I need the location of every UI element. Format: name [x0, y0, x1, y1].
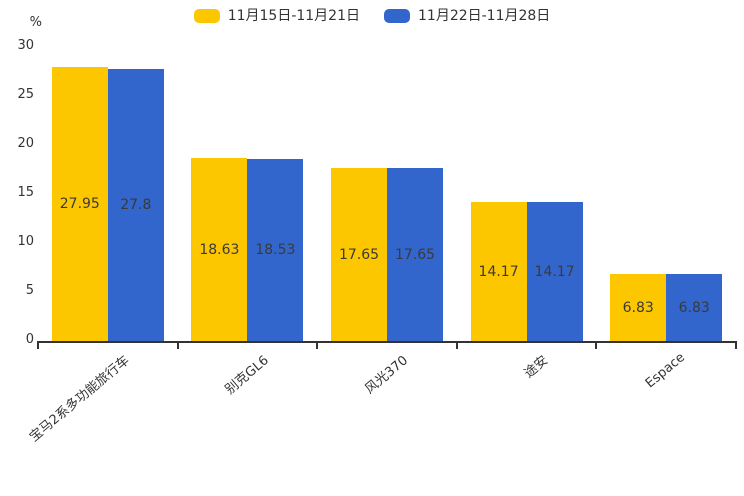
x-axis-tick: [735, 341, 737, 349]
bar-value-label: 6.83: [678, 299, 710, 316]
bar-value-label: 14.17: [478, 263, 519, 280]
bar-week2[interactable]: [247, 159, 304, 341]
y-tick-label: 5: [25, 283, 34, 298]
legend-label-week1: 11月15日-11月21日: [227, 8, 360, 24]
x-axis-tick: [37, 341, 39, 349]
legend-swatch-week2: [384, 9, 410, 23]
bar-value-label: 6.83: [622, 299, 654, 316]
legend-label-week2: 11月22日-11月28日: [418, 8, 551, 24]
legend-item-week2[interactable]: 11月22日-11月28日: [384, 8, 550, 24]
bar-week2[interactable]: [666, 274, 723, 341]
bar-value-label: 17.65: [394, 246, 436, 263]
x-category-label: 风光370: [362, 353, 412, 398]
bar-week1[interactable]: [470, 202, 527, 341]
y-axis-unit-label: %: [29, 15, 42, 30]
bar-value-label: 27.8: [120, 196, 152, 213]
x-category-label: Espace: [642, 350, 688, 392]
bar-value-label: 17.65: [338, 246, 380, 263]
x-category-label: 途安: [521, 353, 551, 382]
y-tick-label: 10: [17, 234, 34, 249]
bar-value-label: 18.63: [199, 241, 240, 258]
bar-week2[interactable]: [387, 168, 443, 341]
y-tick-label: 0: [25, 332, 34, 347]
bar-week2[interactable]: [107, 68, 164, 341]
x-axis-tick: [455, 341, 458, 349]
bar-week1[interactable]: [331, 168, 387, 341]
y-tick-label: 25: [17, 87, 34, 102]
legend-item-week1[interactable]: 11月15日-11月21日: [193, 8, 360, 24]
y-tick-label: 30: [17, 38, 34, 53]
x-category-label: 宝马2系多功能旅行车: [26, 353, 133, 446]
bar-week1[interactable]: [51, 67, 108, 341]
x-category-label: 别克GL6: [222, 353, 272, 398]
bar-value-label: 18.53: [255, 242, 296, 259]
bar-week2[interactable]: [526, 202, 583, 341]
x-axis-tick: [595, 341, 598, 349]
bar-week1[interactable]: [610, 274, 667, 341]
x-axis-tick: [176, 341, 179, 349]
y-tick-label: 20: [17, 136, 34, 151]
y-tick-label: 15: [17, 185, 34, 200]
legend: 11月15日-11月21日 11月22日-11月28日: [0, 8, 744, 24]
bar-value-label: 14.17: [534, 263, 575, 280]
bar-week1[interactable]: [191, 158, 248, 341]
x-axis-tick: [316, 341, 319, 349]
legend-swatch-week1: [193, 9, 220, 23]
bar-value-label: 27.95: [59, 196, 100, 213]
x-axis-line: [38, 341, 736, 343]
